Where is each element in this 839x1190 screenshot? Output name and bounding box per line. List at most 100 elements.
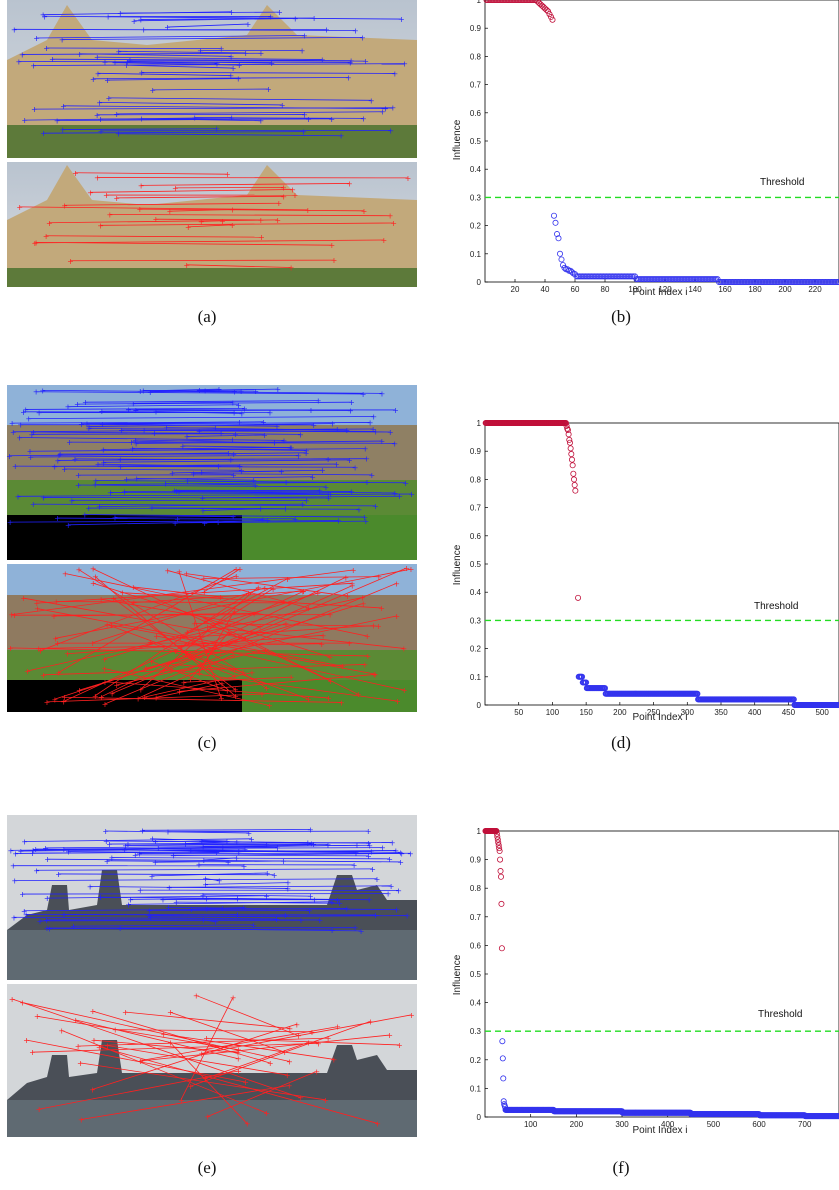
match-marker: + (229, 221, 236, 230)
match-marker: + (258, 233, 265, 242)
match-marker: + (105, 13, 112, 22)
match-line (107, 78, 238, 81)
match-marker: + (27, 453, 34, 462)
match-marker: + (364, 632, 371, 641)
match-marker: + (21, 907, 28, 916)
match-marker: + (146, 912, 153, 921)
match-marker: + (54, 514, 61, 523)
data-point (570, 470, 577, 477)
data-point (693, 276, 700, 283)
match-marker: + (123, 475, 130, 484)
match-marker: + (311, 896, 318, 905)
match-marker: + (133, 440, 140, 449)
x-tick-label: 220 (808, 285, 822, 294)
match-line (75, 172, 228, 175)
outlier-match-lines: ++++++++++++++++++++++++++++++++++++++++… (16, 169, 411, 273)
data-point (658, 276, 665, 283)
data-point (802, 278, 809, 285)
match-marker: + (43, 44, 50, 53)
data-point (709, 276, 716, 283)
data-point (495, 839, 502, 846)
match-marker: + (219, 844, 226, 853)
match-marker: + (257, 623, 264, 632)
match-marker: + (31, 239, 38, 248)
data-point (729, 278, 736, 285)
match-marker: + (305, 1038, 312, 1047)
match-line (23, 411, 234, 413)
match-marker: + (46, 924, 53, 933)
match-marker: + (235, 1055, 242, 1064)
data-point (634, 276, 641, 283)
match-marker: + (238, 410, 245, 419)
x-tick-label: 50 (514, 708, 523, 717)
data-point (530, 0, 536, 3)
data-point (727, 278, 734, 285)
match-marker: + (279, 101, 286, 110)
match-marker: + (234, 911, 241, 920)
data-point (500, 0, 506, 3)
data-point (796, 278, 803, 285)
data-point (717, 278, 724, 285)
data-point (666, 276, 673, 283)
match-marker: + (245, 589, 252, 598)
match-line (35, 241, 332, 246)
match-marker: + (271, 871, 278, 880)
match-line (203, 857, 237, 861)
x-tick-label: 120 (658, 285, 672, 294)
match-marker: + (264, 516, 271, 525)
match-line (70, 259, 334, 262)
match-marker: + (261, 431, 268, 440)
match-marker: + (263, 892, 270, 901)
data-point (724, 278, 731, 285)
match-marker: + (34, 1012, 41, 1021)
match-marker: + (319, 466, 326, 475)
match-marker: + (55, 870, 62, 879)
match-marker: + (137, 16, 144, 25)
data-point (661, 276, 668, 283)
match-marker: + (359, 594, 366, 603)
match-marker: + (266, 701, 273, 710)
match-marker: + (346, 456, 353, 465)
data-point (494, 833, 501, 840)
match-marker: + (375, 622, 382, 631)
data-point (561, 264, 568, 271)
match-line (189, 631, 229, 680)
match-marker: + (139, 1056, 146, 1065)
match-marker: + (7, 644, 14, 653)
match-line (129, 59, 366, 62)
data-point (684, 276, 691, 283)
match-marker: + (233, 854, 240, 863)
match-line (175, 901, 340, 904)
match-marker: + (303, 496, 310, 505)
match-line (204, 1042, 309, 1079)
match-marker: + (372, 670, 379, 679)
match-marker: + (19, 999, 26, 1008)
match-marker: + (232, 685, 239, 694)
match-marker: + (65, 403, 72, 412)
data-point (790, 696, 797, 703)
match-marker: + (231, 388, 238, 397)
match-marker: + (123, 61, 130, 70)
data-point (497, 868, 504, 875)
match-marker: + (385, 890, 392, 899)
data-point (575, 594, 582, 601)
x-tick-label: 300 (615, 1120, 629, 1129)
match-marker: + (136, 205, 143, 214)
match-marker: + (103, 191, 110, 200)
data-point (643, 276, 650, 283)
match-marker: + (197, 47, 204, 56)
match-marker: + (51, 462, 58, 471)
data-point (748, 278, 755, 285)
match-marker: + (61, 465, 68, 474)
match-marker: + (164, 23, 171, 32)
match-line (140, 183, 350, 186)
match-marker: + (142, 664, 149, 673)
data-point (566, 436, 573, 443)
match-marker: + (152, 858, 159, 867)
match-image-c: + + + + + + + + + + + + + + + + + + + + + + + + + + + + + + + + + + + + + + + +… (7, 385, 417, 712)
match-marker: + (285, 884, 292, 893)
y-axis-label: Influence (452, 119, 463, 160)
match-marker: + (30, 428, 37, 437)
data-point (571, 476, 578, 483)
